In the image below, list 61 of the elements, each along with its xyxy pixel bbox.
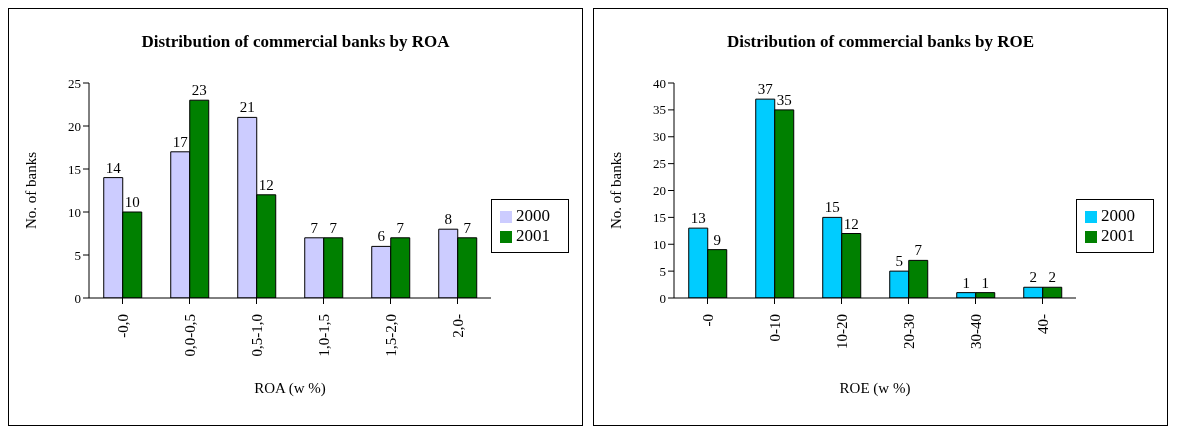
x-tick-label: 30-40 xyxy=(967,314,984,349)
legend-label: 2000 xyxy=(1101,205,1135,225)
data-label: 12 xyxy=(843,215,859,232)
y-tick-label: 5 xyxy=(659,263,666,279)
y-tick-label: 5 xyxy=(74,247,81,263)
y-tick-label: 15 xyxy=(68,161,81,177)
x-tick-label: -0 xyxy=(699,314,716,327)
y-tick-label: 20 xyxy=(653,183,666,199)
data-label: 37 xyxy=(757,81,774,98)
data-label: 1 xyxy=(981,274,989,291)
data-label: 14 xyxy=(105,159,122,176)
x-axis-title: ROA (w %) xyxy=(254,380,326,397)
y-tick-label: 20 xyxy=(68,118,81,134)
data-label: 17 xyxy=(172,133,189,150)
legend-label: 2001 xyxy=(516,225,550,245)
y-tick-label: 15 xyxy=(653,209,666,225)
y-tick-label: 10 xyxy=(653,236,666,252)
y-tick-label: 0 xyxy=(74,290,81,306)
x-tick-label: 1,5-2,0 xyxy=(382,314,399,357)
x-tick-label: 0,5-1,0 xyxy=(248,314,265,357)
x-tick-label: 1,0-1,5 xyxy=(315,314,332,357)
data-label: 23 xyxy=(191,82,207,99)
x-tick-label: 20-30 xyxy=(900,314,917,349)
data-label: 15 xyxy=(824,199,840,216)
data-label: 7 xyxy=(310,219,319,236)
data-label: 35 xyxy=(776,91,792,108)
data-label: 7 xyxy=(396,219,405,236)
data-label: 6 xyxy=(377,228,386,245)
data-label: 5 xyxy=(895,253,903,270)
data-label: 7 xyxy=(463,219,472,236)
legend-label: 2001 xyxy=(1101,225,1135,245)
y-tick-label: 30 xyxy=(653,129,666,145)
y-tick-label: 0 xyxy=(659,290,666,306)
x-tick-label: 0-10 xyxy=(766,314,783,342)
y-axis-title: No. of banks xyxy=(608,151,625,230)
x-tick-label: 40- xyxy=(1034,314,1051,334)
y-axis-title: No. of banks xyxy=(23,151,40,230)
data-label: 2 xyxy=(1048,269,1056,286)
data-label: 10 xyxy=(124,194,140,210)
x-tick-label: 2,0- xyxy=(449,314,466,338)
data-label: 2 xyxy=(1029,269,1037,286)
data-label: 9 xyxy=(713,231,721,248)
x-axis-title: ROE (w %) xyxy=(839,380,911,397)
chart-title: Distribution of commercial banks by ROE xyxy=(725,31,1036,53)
data-label: 7 xyxy=(914,242,923,259)
y-tick-label: 25 xyxy=(653,156,666,172)
data-label: 21 xyxy=(239,99,255,116)
x-tick-label: 0,0-0,5 xyxy=(181,314,198,357)
data-label: 12 xyxy=(258,176,274,193)
x-tick-label: -0,0 xyxy=(114,314,131,338)
y-tick-label: 40 xyxy=(653,75,666,91)
data-label: 7 xyxy=(329,219,338,236)
chart-title: Distribution of commercial banks by ROA xyxy=(140,31,451,53)
x-tick-label: 10-20 xyxy=(833,314,850,349)
data-label: 8 xyxy=(444,211,452,228)
legend-label: 2000 xyxy=(516,205,550,225)
y-tick-label: 10 xyxy=(68,204,81,220)
y-tick-label: 25 xyxy=(68,75,81,91)
data-label: 13 xyxy=(690,210,706,227)
y-tick-label: 35 xyxy=(653,102,666,118)
data-label: 1 xyxy=(962,274,970,291)
